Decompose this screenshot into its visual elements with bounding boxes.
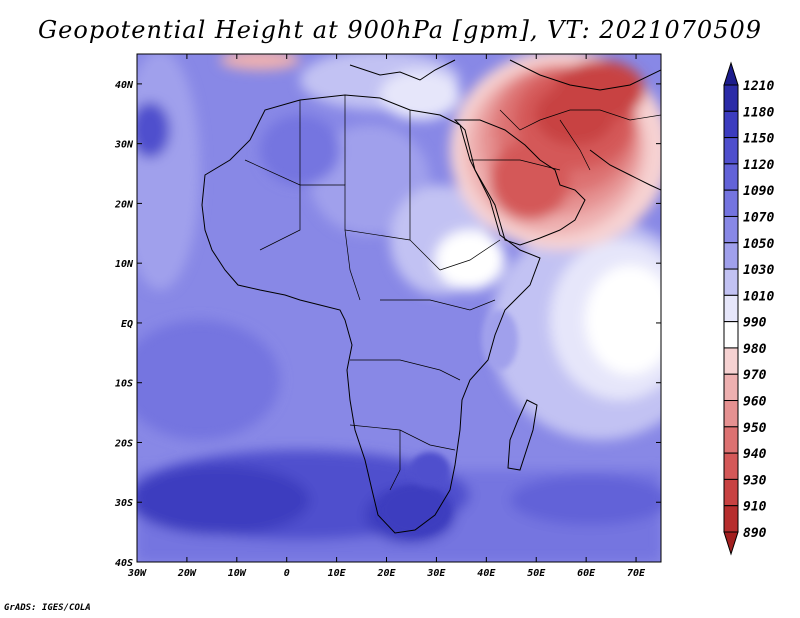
colorbar-arrow-top <box>723 61 739 86</box>
coastlines <box>201 59 661 534</box>
y-tick-label: EQ <box>121 319 133 330</box>
credit-text: GrADS: IGES/COLA <box>4 603 91 613</box>
colorbar-label: 1210 <box>743 79 774 94</box>
colorbar-label: 930 <box>743 473 767 488</box>
colorbar-label: 1050 <box>743 237 774 252</box>
y-tick-label: 40N <box>115 80 134 91</box>
colorbar-box <box>723 84 739 112</box>
x-tick-label: 0 <box>284 568 290 579</box>
colorbar-box <box>723 137 739 165</box>
colorbar-label: 960 <box>743 395 767 410</box>
colorbar-box <box>723 189 739 217</box>
colorbar: 1210 1180 1150 1120 1090 1070 1050 1030 1010 990 9… <box>723 61 774 556</box>
colorbar-label: 890 <box>743 526 767 541</box>
height-field <box>137 54 661 562</box>
colorbar-box <box>723 268 739 296</box>
y-tick-label: 30N <box>114 140 134 151</box>
colorbar-label: 940 <box>743 447 767 462</box>
colorbar-box <box>723 478 739 507</box>
colorbar-label: 980 <box>743 342 767 357</box>
colorbar-label: 1120 <box>743 158 774 173</box>
colorbar-box <box>723 215 739 244</box>
colorbar-box <box>723 373 739 402</box>
colorbar-label: 1150 <box>743 132 774 147</box>
colorbar-label: 910 <box>743 500 767 515</box>
country-borders <box>244 95 661 491</box>
colorbar-label: 1180 <box>743 105 774 120</box>
x-tick-label: 20W <box>177 568 197 579</box>
colorbar-box <box>723 163 739 191</box>
colorbar-label: 1090 <box>743 184 774 199</box>
colorbar-label: 970 <box>743 368 767 383</box>
colorbar-label: 950 <box>743 421 767 436</box>
colorbar-label: 1070 <box>743 210 774 225</box>
x-tick-label: 40E <box>477 568 496 579</box>
y-tick-label: 10N <box>115 259 134 270</box>
x-tick-label: 10W <box>228 568 247 579</box>
colorbar-label: 1030 <box>743 263 774 278</box>
x-tick-label: 20E <box>376 568 396 579</box>
y-tick-label: 10S <box>115 379 133 390</box>
x-axis: 30W 20W 10W 0 10E 20E 30E 40E 50E 60E 70E <box>127 54 646 579</box>
colorbar-box <box>723 452 739 480</box>
colorbar-box <box>723 347 739 375</box>
x-tick-label: 10E <box>328 568 347 579</box>
colorbar-box <box>723 294 739 323</box>
x-tick-label: 50E <box>527 568 546 579</box>
colorbar-label: 990 <box>743 316 767 331</box>
colorbar-box <box>723 110 739 139</box>
colorbar-box <box>723 505 739 533</box>
y-tick-label: 20S <box>114 438 133 449</box>
colorbar-box <box>723 400 739 428</box>
x-tick-label: 60E <box>577 568 596 579</box>
colorbar-box <box>723 321 739 349</box>
y-tick-label: 20N <box>114 199 134 210</box>
chart-title: Geopotential Height at 900hPa [gpm], VT:… <box>38 16 762 44</box>
y-tick-label: 40S <box>115 558 133 569</box>
y-tick-label: 30S <box>114 498 133 509</box>
x-tick-label: 30E <box>426 568 446 579</box>
x-tick-label: 70E <box>627 568 646 579</box>
plot-frame <box>136 53 662 563</box>
colorbar-arrow-bottom <box>723 531 739 556</box>
colorbar-box <box>723 242 739 270</box>
y-axis: 40N 30N 20N 10N EQ 10S 20S 30S 40S <box>114 80 661 569</box>
colorbar-box <box>723 426 739 454</box>
x-tick-label: 30W <box>127 568 147 579</box>
colorbar-label: 1010 <box>743 289 774 304</box>
